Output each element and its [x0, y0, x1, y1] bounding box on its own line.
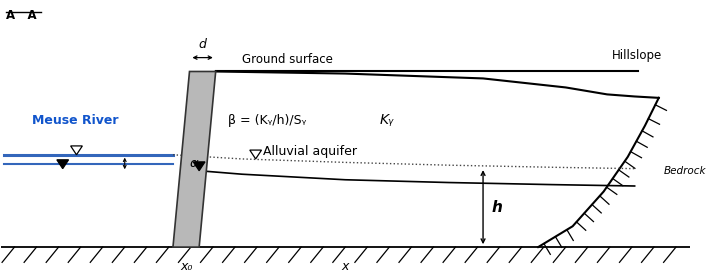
- Text: Ground surface: Ground surface: [242, 53, 333, 66]
- Text: Kᵧ: Kᵧ: [379, 113, 394, 127]
- Text: h: h: [491, 200, 502, 215]
- Text: A   A: A A: [6, 9, 37, 22]
- Polygon shape: [173, 71, 216, 247]
- Text: Meuse River: Meuse River: [32, 114, 118, 127]
- Polygon shape: [193, 162, 205, 171]
- Text: x₀: x₀: [181, 260, 193, 273]
- Text: d: d: [199, 38, 206, 51]
- Text: Hillslope: Hillslope: [612, 49, 662, 62]
- Text: β = (Kᵧ/h)/Sᵧ: β = (Kᵧ/h)/Sᵧ: [228, 114, 306, 127]
- Polygon shape: [250, 150, 261, 159]
- Text: Bedrock: Bedrock: [664, 166, 706, 176]
- Text: α: α: [190, 157, 199, 170]
- Text: x: x: [342, 260, 349, 273]
- Polygon shape: [70, 146, 83, 155]
- Polygon shape: [57, 160, 68, 169]
- Text: Alluvial aquifer: Alluvial aquifer: [263, 145, 357, 158]
